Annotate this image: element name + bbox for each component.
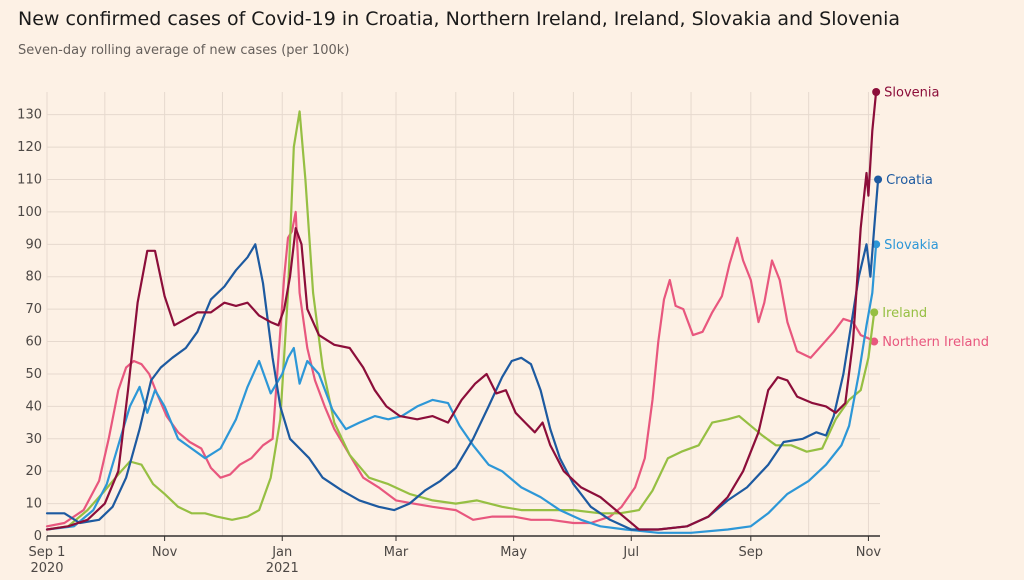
chart-subtitle: Seven-day rolling average of new cases (…	[18, 43, 350, 58]
series-line-slovenia	[45, 90, 878, 531]
x-tick-label: Sep 1	[29, 545, 66, 560]
x-tick-label: Jan	[271, 545, 292, 560]
series-end-dot-northern-ireland	[870, 337, 879, 346]
series-line-croatia	[45, 178, 880, 531]
y-tick-label: 80	[25, 270, 42, 285]
axes: 0 10 20 30 40 50 60 70 80 90 100 110 120 130 Sep 12020…	[17, 108, 881, 576]
y-tick-label: 40	[25, 399, 42, 414]
series-label-ireland: Ireland	[882, 306, 927, 321]
series-end-dot-ireland	[870, 308, 879, 317]
y-tick-label: 110	[17, 173, 42, 188]
y-tick-label: 20	[25, 464, 42, 479]
y-tick-label: 50	[25, 367, 42, 382]
series-end-dot-slovenia	[872, 88, 881, 96]
y-tick-label: 30	[25, 432, 42, 447]
series-label-croatia: Croatia	[886, 173, 933, 188]
y-tick-label: 0	[34, 529, 42, 544]
x-year-label: 2021	[266, 561, 299, 576]
y-tick-label: 60	[25, 335, 42, 350]
chart-title: New confirmed cases of Covid-19 in Croat…	[18, 8, 901, 30]
x-tick-label: Nov	[152, 545, 178, 560]
series-label-northern-ireland: Northern Ireland	[882, 335, 989, 350]
series-end-dot-croatia	[874, 175, 883, 184]
series-lines	[45, 88, 883, 534]
x-tick-label: May	[500, 545, 527, 560]
x-tick-label: Jul	[622, 545, 639, 560]
x-tick-label: Mar	[384, 545, 409, 560]
x-year-label: 2020	[30, 561, 63, 576]
series-labels: Northern Ireland Ireland Slovakia Croatia Sl…	[882, 86, 989, 351]
grid	[46, 92, 880, 536]
series-line-slovakia	[45, 243, 878, 534]
y-tick-label: 100	[17, 205, 42, 220]
series-line-northern-ireland	[45, 210, 876, 528]
y-tick-label: 130	[17, 108, 42, 123]
y-tick-label: 10	[25, 497, 42, 512]
y-tick-label: 70	[25, 302, 42, 317]
series-line-ireland	[45, 110, 876, 531]
y-tick-label: 90	[25, 237, 42, 252]
series-label-slovakia: Slovakia	[884, 238, 939, 253]
series-label-slovenia: Slovenia	[884, 86, 939, 101]
x-tick-label: Nov	[856, 545, 882, 560]
x-tick-label: Sep	[739, 545, 764, 560]
y-tick-label: 120	[17, 140, 42, 155]
